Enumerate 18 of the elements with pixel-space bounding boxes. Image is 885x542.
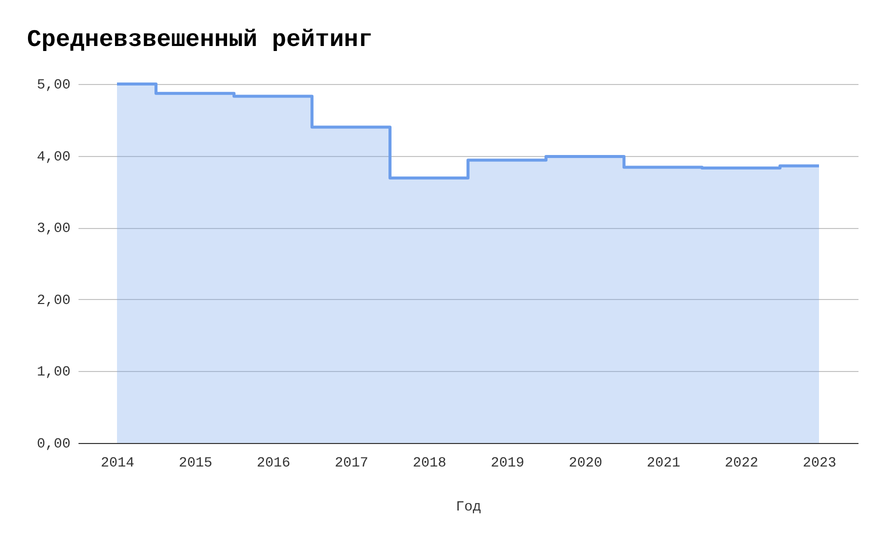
y-tick-label: 4,00 [36,149,70,166]
x-tick-label: 2022 [724,456,758,472]
x-axis-title: Год [456,500,482,516]
chart-title: Средневзвешенный рейтинг [27,27,373,54]
x-tick-label: 2018 [412,456,446,472]
y-tick-label: 2,00 [36,292,70,309]
y-tick-label: 5,00 [36,78,70,94]
x-tick-label: 2021 [646,456,680,472]
x-tick-label: 2020 [568,456,602,472]
x-tick-label: 2016 [256,456,290,472]
x-tick-label: 2015 [178,456,212,472]
x-tick-label: 2017 [334,456,368,472]
y-tick-label: 0,00 [36,436,70,452]
y-tick-label: 1,00 [36,364,70,381]
x-tick-label: 2023 [802,456,836,472]
x-tick-label: 2019 [490,456,524,472]
y-tick-label: 3,00 [36,221,70,238]
x-tick-label: 2014 [100,456,134,472]
